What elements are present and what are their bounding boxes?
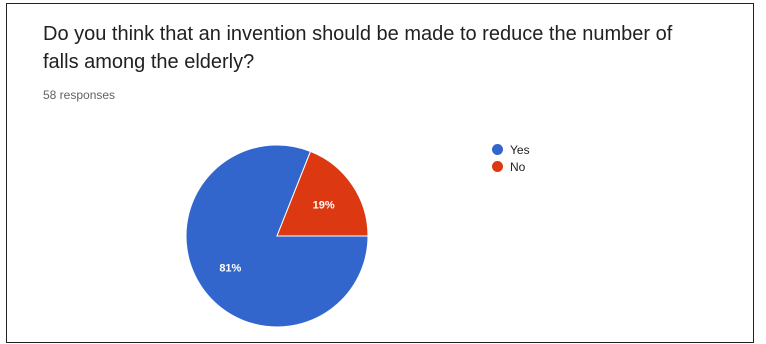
legend-label-yes: Yes [510, 142, 530, 157]
pie-chart: 81% 19% [185, 144, 369, 328]
legend-item-yes[interactable]: Yes [492, 141, 530, 158]
pie-slice-no[interactable] [276, 150, 369, 237]
legend-item-no[interactable]: No [492, 158, 530, 175]
legend-label-no: No [510, 159, 526, 174]
chart-legend: Yes No [492, 141, 530, 175]
question-card: Do you think that an invention should be… [6, 3, 754, 343]
legend-swatch-no [492, 161, 503, 172]
pie-label-no: 19% [313, 199, 335, 211]
legend-swatch-yes [492, 144, 503, 155]
response-count: 58 responses [43, 88, 116, 102]
pie-label-yes: 81% [219, 263, 241, 275]
question-title: Do you think that an invention should be… [43, 23, 673, 73]
